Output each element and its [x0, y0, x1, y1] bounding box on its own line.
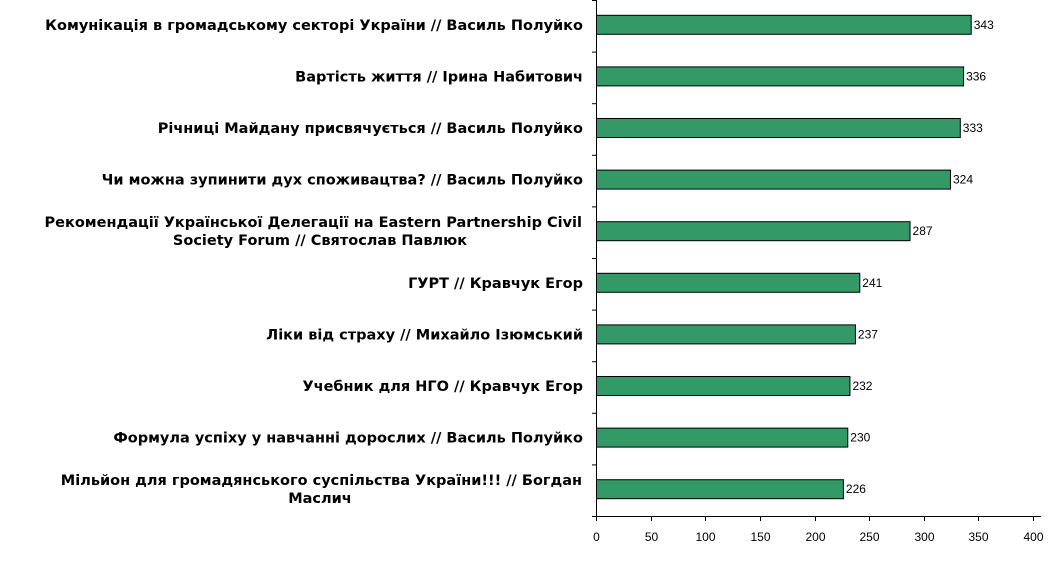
- value-label: 324: [953, 173, 973, 187]
- value-label: 333: [963, 121, 983, 135]
- category-label: Мільйон для громадянського суспільства У…: [61, 473, 582, 507]
- bar: [596, 427, 849, 448]
- x-tick-label: 150: [750, 530, 770, 544]
- bar: [596, 376, 851, 396]
- x-tick-label: 350: [968, 530, 988, 544]
- bars-layer: [596, 14, 972, 500]
- value-label: 226: [846, 482, 866, 496]
- category-label: ГУРТ // Кравчук Егор: [408, 276, 583, 292]
- category-label: Формула успіху у навчанні дорослих // Ва…: [113, 431, 583, 447]
- category-label: Учебник для НГО // Кравчук Егор: [302, 379, 583, 395]
- category-label: Комунікація в громадському секторі Украї…: [45, 18, 583, 34]
- value-label: 241: [862, 276, 882, 290]
- category-label: Річниці Майдану присвячується // Василь …: [158, 121, 583, 137]
- axes: 0 50 100 150 200 250 300 350 400: [592, 0, 1044, 544]
- bar: [596, 118, 961, 138]
- x-tick-label: 100: [695, 530, 715, 544]
- category-label: Рекомендації Української Делегації на Ea…: [45, 215, 582, 249]
- x-tick-label: 400: [1023, 530, 1043, 544]
- bar: [596, 324, 856, 345]
- x-tick-label: 250: [859, 530, 879, 544]
- x-tick-label: 0: [593, 530, 600, 544]
- x-tick-label: 300: [914, 530, 934, 544]
- bar: [596, 221, 911, 242]
- value-label: 343: [974, 18, 994, 32]
- value-labels: 343 336 333 324 287 241 237 232 230 226: [846, 18, 994, 496]
- bar: [596, 479, 844, 500]
- category-label: Ліки від страху // Михайло Ізюмський: [266, 327, 583, 343]
- value-label: 237: [858, 327, 878, 341]
- bar: [596, 66, 965, 87]
- x-tick-label: 50: [645, 530, 659, 544]
- value-label: 232: [852, 379, 872, 393]
- value-label: 230: [850, 431, 870, 445]
- value-label: 287: [913, 224, 933, 238]
- bar: [596, 272, 861, 293]
- bar: [596, 169, 951, 190]
- category-labels: Комунікація в громадському секторі Украї…: [45, 18, 584, 507]
- value-label: 336: [966, 69, 986, 83]
- category-label: Чи можна зупинити дух споживацтва? // Ва…: [102, 173, 583, 189]
- x-tick-label: 200: [805, 530, 825, 544]
- category-label: Вартість життя // Ірина Набитович: [295, 69, 583, 85]
- bar: [596, 14, 972, 35]
